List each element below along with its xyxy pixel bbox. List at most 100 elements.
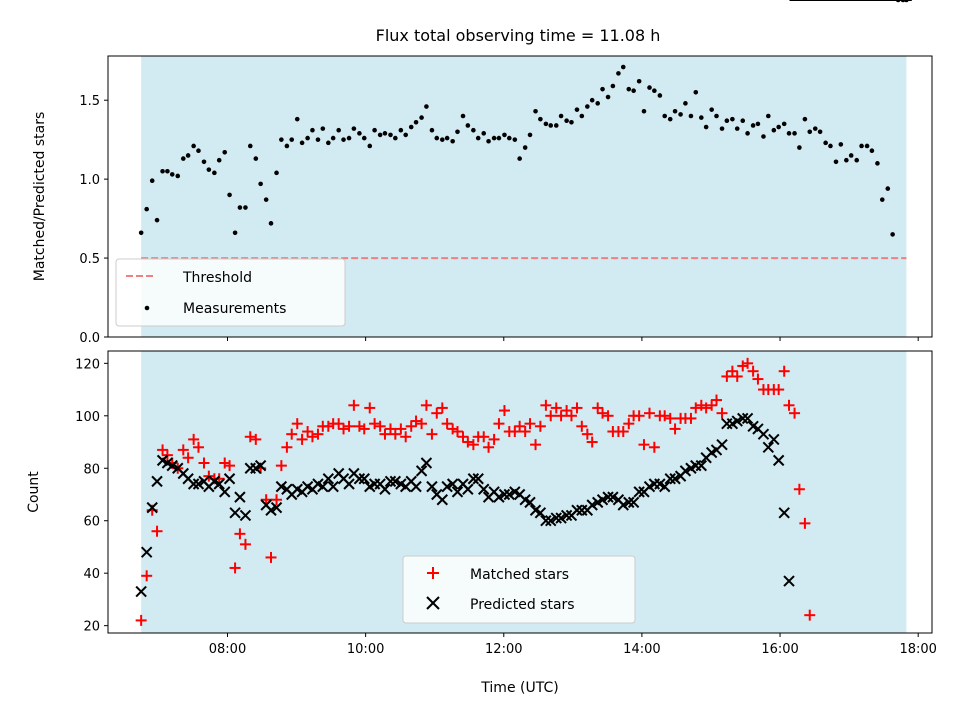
measurement-point	[864, 143, 870, 149]
matched-star-point	[395, 423, 407, 435]
measurement-point	[455, 129, 460, 135]
matched-star-point	[783, 399, 795, 411]
measurement-point	[294, 116, 300, 122]
predicted-star-point	[560, 509, 573, 522]
legend-measurements-label: Measurements	[183, 301, 286, 317]
measurement-point	[533, 108, 538, 114]
measurement-point	[506, 135, 512, 141]
measurement-point	[517, 156, 522, 161]
count-x-tick-label: 08:00	[209, 642, 246, 657]
measurement-point	[361, 135, 367, 141]
measurement-point	[683, 101, 688, 106]
ratio-y-tick-label: 0.0	[79, 331, 100, 346]
matched-star-point	[182, 452, 194, 464]
predicted-star-point	[353, 473, 366, 485]
measurement-point	[357, 131, 362, 136]
measurement-point	[740, 118, 746, 124]
measurement-point	[216, 157, 222, 163]
measurement-point	[169, 172, 175, 177]
figure-title: Flux total observing time = 11.08 h	[376, 26, 661, 45]
predicted-star-point	[379, 483, 391, 495]
matched-star-point	[571, 402, 583, 414]
matched-star-point	[244, 431, 256, 443]
predicted-star-point	[410, 480, 422, 493]
predicted-star-point	[545, 515, 557, 527]
matched-star-point	[644, 407, 656, 419]
measurement-point	[781, 121, 787, 127]
measurement-point	[247, 143, 253, 149]
measurement-point	[823, 140, 828, 146]
count-y-tick-label: 80	[83, 462, 100, 477]
measurement-point	[279, 137, 284, 142]
measurement-point	[667, 116, 673, 122]
matched-star-point	[141, 570, 153, 582]
predicted-star-point	[327, 480, 339, 493]
measurement-point	[595, 101, 601, 106]
ratio-y-axis-label: Matched/Predicted stars	[32, 112, 48, 282]
measurement-point	[802, 116, 808, 122]
matched-star-point	[400, 431, 412, 443]
count-y-tick-label: 60	[83, 515, 100, 530]
predicted-star-point	[275, 480, 288, 493]
predicted-star-point	[524, 496, 536, 509]
predicted-star-point	[669, 473, 681, 485]
measurement-point	[299, 140, 305, 146]
measurement-point	[585, 104, 590, 109]
matched-star-point	[213, 473, 225, 485]
matched-star-point	[648, 441, 660, 453]
measurement-point	[688, 113, 694, 119]
ratio-axes-frame	[107, 55, 933, 338]
matched-star-point	[353, 420, 365, 432]
measurement-point	[589, 97, 595, 103]
measurement-point	[351, 126, 357, 131]
predicted-star-point	[633, 486, 645, 498]
measurement-point	[398, 127, 404, 133]
matched-star-point	[799, 517, 811, 529]
measurement-point	[388, 132, 393, 138]
count-x-tick-label: 14:00	[623, 642, 660, 657]
measurement-point	[859, 143, 864, 149]
measurement-point	[419, 115, 424, 120]
matched-star-point	[793, 483, 805, 495]
measurement-point	[305, 135, 310, 141]
predicted-star-point	[540, 515, 552, 527]
count-legend-box	[402, 555, 636, 624]
measurement-point	[693, 90, 699, 95]
matched-star-point	[690, 402, 702, 414]
predicted-star-point	[768, 433, 780, 446]
measurement-point	[745, 131, 750, 136]
measurement-point	[227, 192, 232, 198]
measurement-point	[548, 123, 554, 128]
predicted-star-point	[757, 428, 770, 440]
matched-star-point	[416, 418, 428, 430]
matched-star-point	[426, 428, 438, 440]
measurement-point	[838, 142, 844, 147]
legend-matched-swatch	[427, 567, 439, 579]
predicted-star-point	[627, 496, 640, 509]
measurement-point	[538, 116, 543, 122]
measurement-point	[346, 135, 352, 141]
measurement-point	[734, 126, 740, 131]
measurement-point	[522, 145, 528, 150]
matched-star-point	[451, 426, 463, 438]
measurement-point	[138, 230, 144, 236]
predicted-star-point	[602, 491, 614, 503]
measurement-point	[616, 71, 621, 76]
matched-star-point	[581, 428, 593, 440]
predicted-star-point	[762, 441, 775, 453]
measurement-point	[320, 126, 326, 131]
measurement-point	[439, 137, 445, 142]
measurement-point	[833, 159, 839, 165]
predicted-star-point	[503, 488, 516, 501]
measurement-point	[413, 120, 419, 125]
matched-star-point	[343, 420, 355, 432]
measurement-point	[491, 135, 497, 141]
measurement-point	[527, 132, 533, 138]
predicted-star-point	[731, 415, 743, 427]
predicted-star-point	[446, 478, 459, 490]
measurement-point	[885, 186, 891, 191]
measurement-point	[647, 85, 652, 90]
ratio-x-axis-ticks	[226, 337, 919, 341]
predicted-star-point	[586, 499, 598, 511]
